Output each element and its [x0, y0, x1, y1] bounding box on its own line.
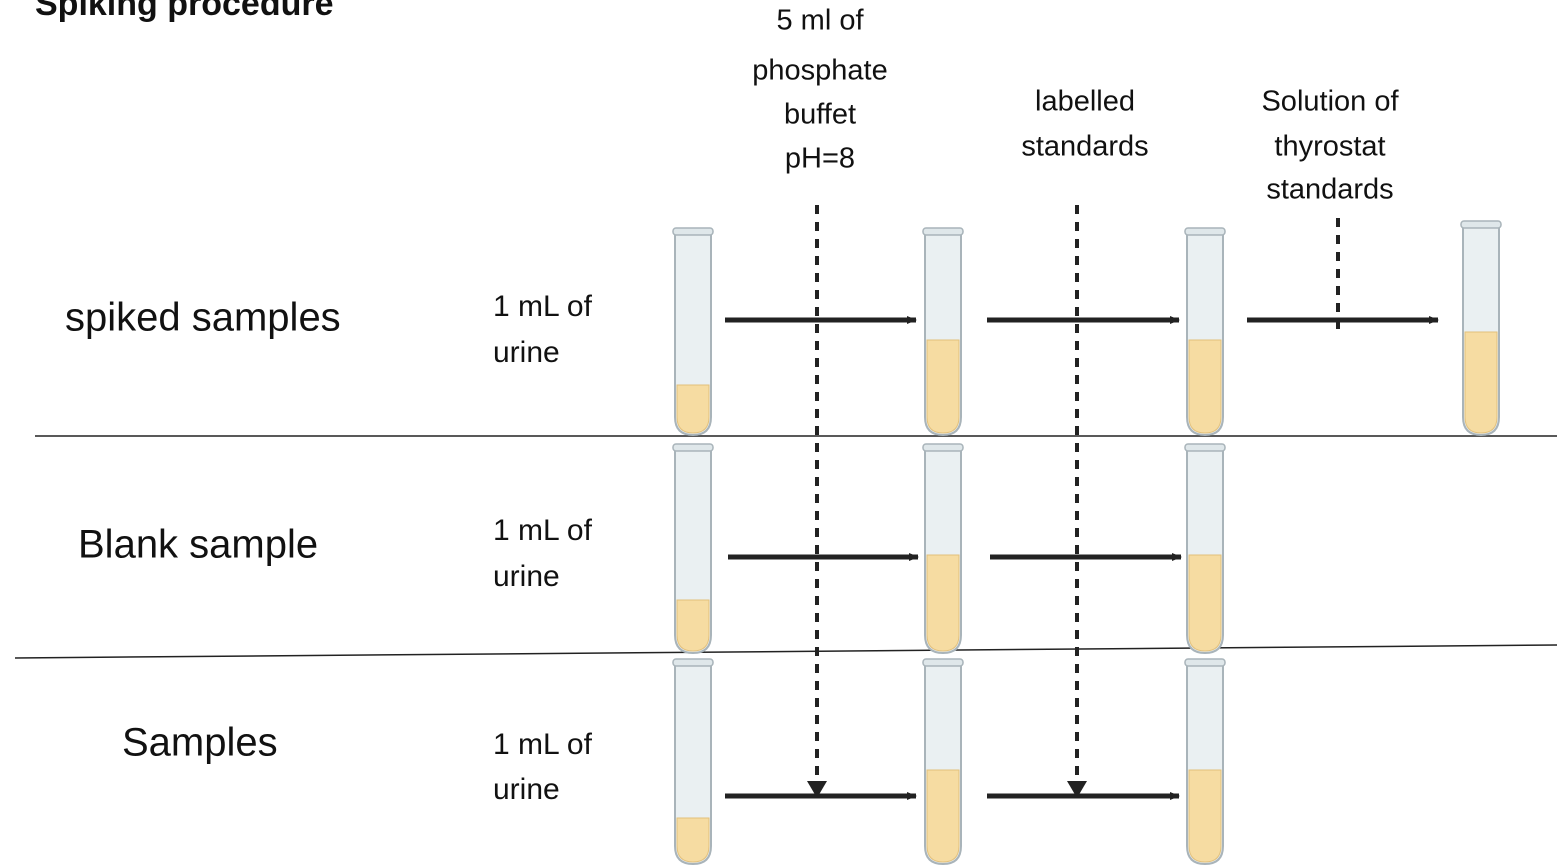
tube-rim [673, 228, 713, 235]
reagent-label: pH=8 [785, 143, 855, 175]
reagent-label: labelled [1035, 86, 1135, 118]
liquid [927, 770, 959, 862]
liquid [1189, 770, 1221, 862]
liquid [1189, 555, 1221, 651]
tube-rim [923, 659, 963, 666]
reagent-label: Solution of [1261, 86, 1399, 118]
diagram: Spiking procedure 5 ml of phosphate buff… [0, 0, 1557, 867]
title: Spiking procedure [35, 0, 334, 23]
sample-label: 1 mL of [493, 728, 593, 761]
tube-rim [1185, 228, 1225, 235]
row-label: Blank sample [78, 523, 318, 567]
liquid [677, 600, 709, 651]
page: Spiking procedure 5 ml of phosphate buff… [0, 0, 1557, 867]
tube-rim [1185, 444, 1225, 451]
tube-rim [923, 228, 963, 235]
liquid [677, 385, 709, 433]
separator [15, 645, 1557, 658]
reagent-label: 5 ml of [776, 5, 864, 37]
row-label: Samples [122, 721, 278, 765]
sample-label: urine [493, 336, 560, 369]
liquid [1465, 332, 1497, 433]
row-label: spiked samples [65, 296, 341, 340]
reagent-label: standards [1266, 174, 1393, 206]
reagent-label: buffet [784, 99, 856, 131]
sample-label: urine [493, 773, 560, 806]
liquid [677, 818, 709, 862]
reagent-label: standards [1021, 131, 1148, 163]
reagent-label: thyrostat [1274, 131, 1385, 163]
tube-rim [923, 444, 963, 451]
sample-label: urine [493, 560, 560, 593]
tube-rim [673, 659, 713, 666]
liquid [1189, 340, 1221, 433]
tube-rim [1185, 659, 1225, 666]
tube-rim [673, 444, 713, 451]
liquid [927, 555, 959, 651]
liquid [927, 340, 959, 433]
tube-rim [1461, 221, 1501, 228]
reagent-label: phosphate [752, 55, 887, 87]
sample-label: 1 mL of [493, 290, 593, 323]
sample-label: 1 mL of [493, 514, 593, 547]
